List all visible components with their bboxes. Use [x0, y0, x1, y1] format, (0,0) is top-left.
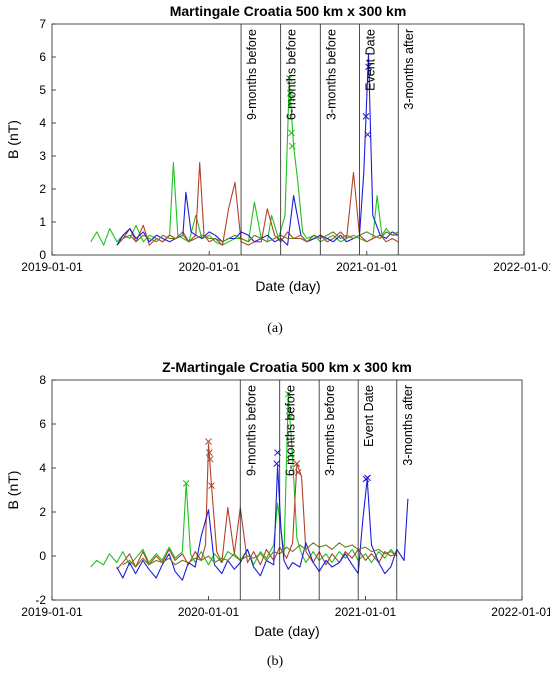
x-tick-label: 2021-01-01 [336, 260, 398, 274]
series-2-marker [293, 460, 301, 467]
event-label: Event Date [363, 29, 377, 91]
y-axis-label: B (nT) [5, 471, 21, 510]
plot-area [51, 23, 525, 256]
x-tick-label: 2019-01-01 [21, 605, 83, 619]
y-tick-label: 0 [39, 549, 46, 563]
chart-title: Martingale Croatia 500 km x 300 km [170, 3, 407, 19]
series-1-marker [285, 407, 293, 415]
x-tick-label: 2022-01-01 [493, 260, 550, 274]
x-tick-label: 2022-01-01 [491, 605, 550, 619]
series-1-marker [284, 390, 292, 398]
series-2-marker [205, 438, 212, 445]
y-axis-label: B (nT) [5, 120, 21, 159]
series-3-marker [273, 460, 281, 467]
y-tick-label: 3 [39, 149, 46, 163]
series-line-3 [116, 465, 409, 581]
chart-title: Z-Martingale Croatia 500 km x 300 km [162, 359, 412, 375]
x-axis-label: Date (day) [255, 278, 320, 294]
y-tick-label: 4 [39, 116, 46, 130]
y-tick-label: 4 [39, 461, 46, 475]
event-label: 3-months before [324, 29, 338, 120]
x-tick-label: 2020-01-01 [178, 260, 240, 274]
series-2-marker [206, 455, 214, 463]
caption-a: (a) [267, 321, 283, 336]
series-line-4 [122, 231, 399, 243]
event-label: Event Date [362, 385, 376, 447]
series-1-marker [286, 414, 294, 421]
series-2-marker [206, 449, 213, 456]
series-3-marker [362, 113, 370, 120]
series-1-marker [182, 480, 190, 487]
series-1-marker [288, 129, 295, 137]
event-label: 3-months after [402, 29, 416, 110]
x-tick-label: 2021-01-01 [335, 605, 397, 619]
event-label: 6-months before [284, 385, 298, 476]
event-label: 3-months after [401, 385, 415, 466]
series-3-marker [364, 474, 371, 482]
event-label: 6-months before [285, 29, 299, 120]
x-tick-label: 2020-01-01 [178, 605, 240, 619]
y-tick-label: 5 [39, 83, 46, 97]
y-tick-label: 2 [39, 182, 46, 196]
y-tick-label: 2 [39, 505, 46, 519]
series-1-marker [287, 94, 295, 102]
plot-area [51, 379, 523, 601]
y-tick-label: 0 [39, 248, 46, 262]
series-1-marker [285, 75, 293, 82]
y-tick-label: -2 [35, 593, 46, 607]
chart-b: Z-Martingale Croatia 500 km x 300 km -2 0 2… [5, 359, 550, 639]
x-tick-label: 2019-01-01 [21, 260, 83, 274]
x-axis-label: Date (day) [254, 623, 319, 639]
series-3-marker [365, 63, 372, 71]
series-3-marker [364, 131, 372, 138]
event-label: 9-months before [244, 385, 258, 476]
chart-a: Martingale Croatia 500 km x 300 km 0 1 2 3 4 5… [5, 3, 550, 294]
y-tick-label: 6 [39, 417, 46, 431]
series-line-2 [116, 443, 397, 570]
y-tick-label: 8 [39, 373, 46, 387]
series-2-marker [294, 469, 302, 476]
caption-b: (b) [267, 654, 284, 669]
series-1-marker [287, 451, 295, 459]
series-2-marker [208, 482, 215, 489]
series-1-marker [288, 142, 296, 150]
series-line-4 [122, 542, 398, 568]
y-tick-label: 6 [39, 50, 46, 64]
event-label: 9-months before [245, 29, 259, 120]
y-tick-label: 1 [39, 215, 46, 229]
y-tick-label: 7 [39, 17, 46, 31]
event-label: 3-months before [323, 385, 337, 476]
series-line-2 [116, 162, 399, 246]
